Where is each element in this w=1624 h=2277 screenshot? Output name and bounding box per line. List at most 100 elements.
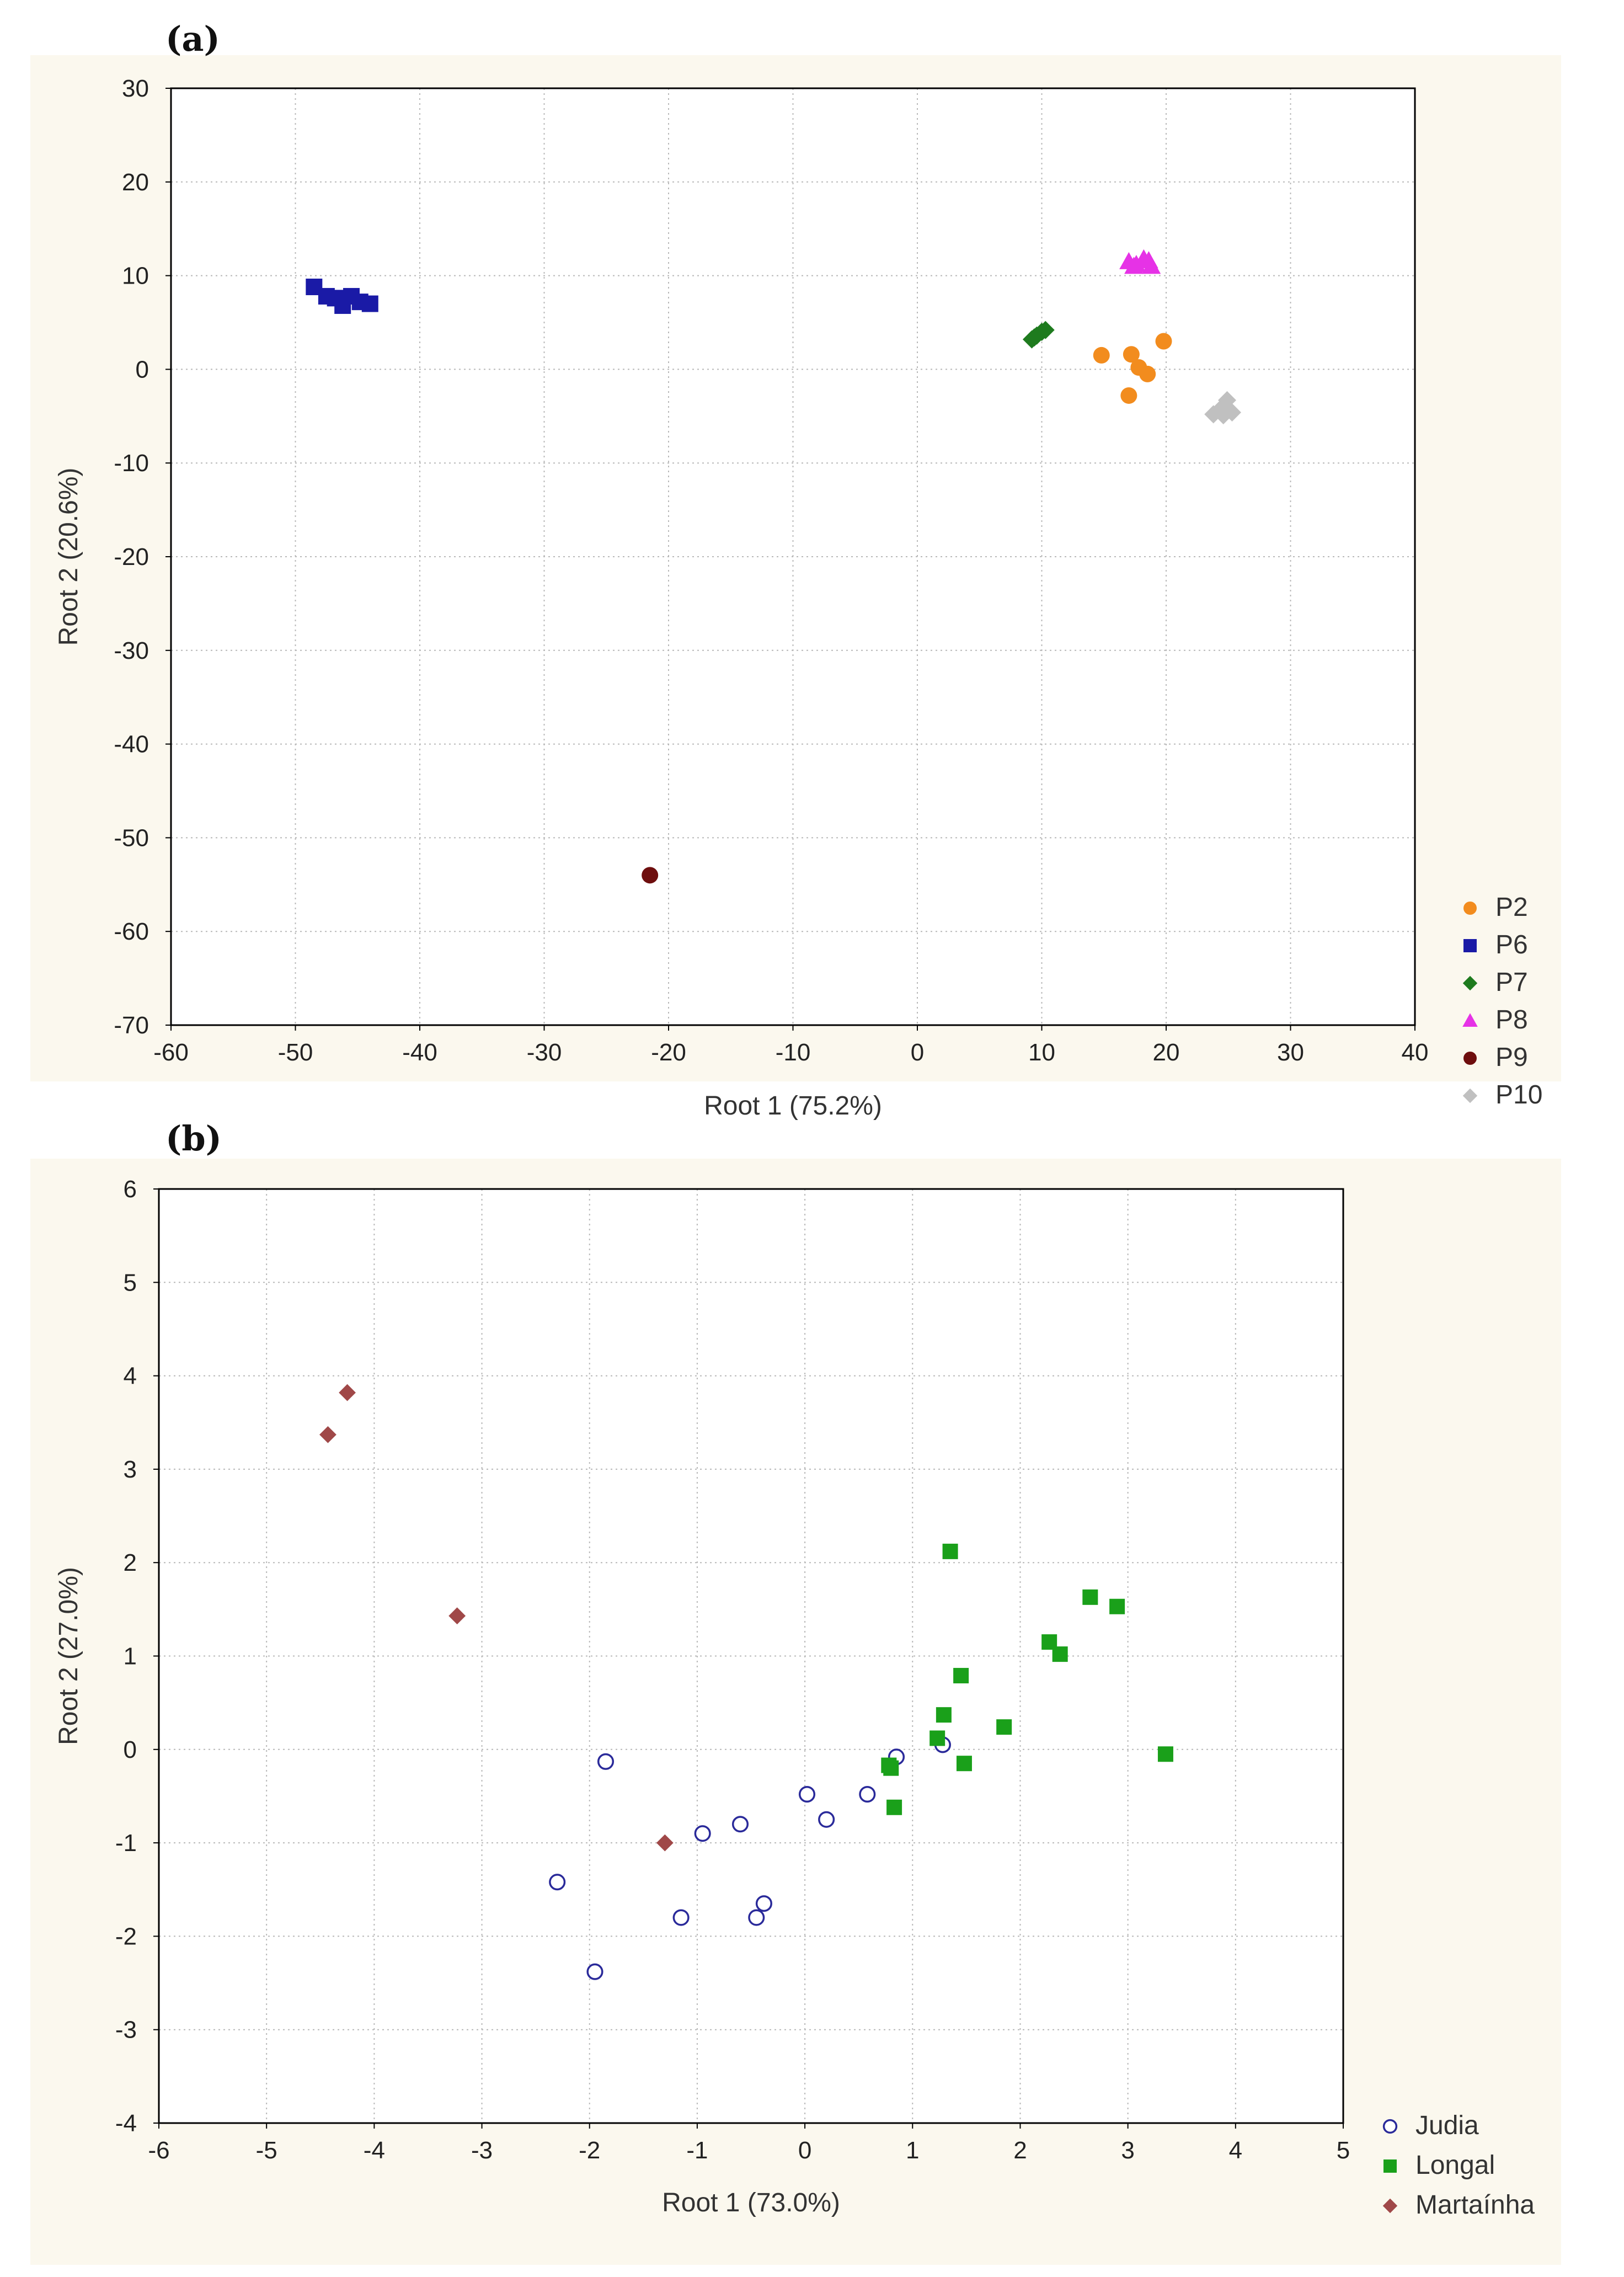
x-tick-label: 3 — [1121, 2137, 1134, 2164]
y-tick-label: 1 — [124, 1643, 137, 1670]
x-tick-label: 0 — [911, 1039, 924, 1066]
data-point — [953, 1668, 969, 1684]
legend-label: Longal — [1415, 2151, 1495, 2180]
y-tick-label: -60 — [114, 918, 149, 945]
data-point — [1036, 321, 1055, 339]
legend-marker — [1383, 2159, 1397, 2173]
data-point — [597, 1753, 615, 1770]
y-tick-label: -70 — [114, 1012, 149, 1039]
data-point — [1052, 1646, 1068, 1662]
x-tick-label: 0 — [798, 2137, 811, 2164]
x-tick-label: -10 — [776, 1039, 811, 1066]
legend-label: Martaínha — [1415, 2190, 1535, 2220]
y-tick-label: -20 — [114, 543, 149, 570]
data-point — [656, 1834, 674, 1852]
x-tick-label: -5 — [256, 2137, 277, 2164]
x-axis-label: Root 1 (73.0%) — [662, 2188, 840, 2217]
data-point — [886, 1799, 902, 1815]
x-tick-label: -60 — [153, 1039, 189, 1066]
x-tick-label: 2 — [1013, 2137, 1027, 2164]
data-point — [936, 1707, 952, 1723]
data-point — [1155, 333, 1172, 350]
data-point — [672, 1909, 690, 1926]
legend-marker — [1463, 1052, 1477, 1065]
y-tick-label: 6 — [124, 1176, 137, 1203]
data-point — [1124, 257, 1144, 274]
legend-label: P9 — [1495, 1043, 1528, 1072]
series-p2 — [1093, 333, 1172, 404]
legend-label: P8 — [1495, 1005, 1528, 1034]
data-point — [1214, 406, 1233, 425]
x-tick-label: -40 — [402, 1039, 437, 1066]
series-p9 — [642, 867, 659, 884]
data-point — [642, 867, 659, 884]
series-judia — [549, 1736, 951, 1980]
y-tick-label: -3 — [115, 2017, 137, 2044]
y-tick-label: -1 — [115, 1830, 137, 1857]
series-p8 — [1119, 249, 1161, 274]
y-axis-label: Root 2 (20.6%) — [54, 468, 83, 646]
legend-label: P10 — [1495, 1080, 1542, 1110]
data-point — [1120, 387, 1137, 404]
chart-panel-b: -6 -5 -4 -3 -2 -1 0 1 2 3 4 5 -4 -3 -2 -1 0 1 2 3 4 5 6 Root 1 … — [30, 1118, 1561, 2265]
legend-marker — [1382, 2119, 1398, 2134]
x-tick-label: 4 — [1229, 2137, 1242, 2164]
x-tick-label: 10 — [1028, 1039, 1055, 1066]
data-point — [755, 1895, 772, 1912]
data-point — [361, 295, 378, 312]
y-tick-label: -50 — [114, 824, 149, 851]
x-tick-label: -50 — [278, 1039, 313, 1066]
x-tick-label: 1 — [906, 2137, 919, 2164]
x-tick-label: 40 — [1402, 1039, 1429, 1066]
series-marta-nha — [319, 1384, 674, 1852]
data-point — [1157, 1746, 1173, 1762]
data-point — [586, 1963, 603, 1980]
data-point — [448, 1607, 466, 1625]
series-longal — [881, 1543, 1173, 1815]
series-p10 — [1204, 391, 1242, 425]
data-point — [1082, 1589, 1098, 1605]
y-tick-label: 20 — [122, 169, 149, 196]
data-point — [1025, 328, 1044, 347]
x-tick-label: -20 — [651, 1039, 686, 1066]
y-axis-label: Root 2 (27.0%) — [54, 1567, 83, 1745]
y-tick-label: 5 — [124, 1269, 137, 1296]
data-point — [883, 1760, 899, 1776]
legend-label: P6 — [1495, 930, 1528, 959]
x-tick-label: -4 — [364, 2137, 385, 2164]
data-point — [1123, 346, 1140, 363]
legend: P2 P6 P7 P8 P9 P10 — [1462, 893, 1542, 1110]
y-tick-label: -40 — [114, 731, 149, 758]
x-tick-label: -2 — [579, 2137, 600, 2164]
data-point — [818, 1811, 835, 1828]
x-tick-label: -1 — [686, 2137, 708, 2164]
y-tick-label: 0 — [124, 1736, 137, 1763]
series-p6 — [306, 278, 378, 314]
y-tick-label: -30 — [114, 637, 149, 664]
legend-label: Judia — [1415, 2111, 1479, 2140]
data-point — [942, 1543, 958, 1559]
data-point — [748, 1909, 765, 1926]
panel-label: (b) — [165, 1118, 222, 1159]
data-point — [798, 1786, 816, 1803]
legend-marker — [1462, 1088, 1478, 1103]
y-tick-label: -4 — [115, 2110, 137, 2137]
legend-marker — [1462, 1013, 1478, 1027]
data-point — [996, 1719, 1012, 1735]
data-point — [731, 1816, 749, 1833]
x-tick-label: -6 — [148, 2137, 169, 2164]
y-tick-label: -2 — [115, 1923, 137, 1950]
legend-label: P7 — [1495, 968, 1528, 997]
legend-marker — [1382, 2198, 1398, 2214]
legend: Judia Longal Martaínha — [1382, 2111, 1535, 2220]
legend-marker — [1463, 939, 1477, 952]
y-tick-label: 3 — [124, 1456, 137, 1483]
legend-marker — [1462, 975, 1478, 991]
legend-marker — [1463, 902, 1477, 915]
y-tick-label: 10 — [122, 263, 149, 290]
series-p7 — [1022, 321, 1055, 349]
x-tick-label: -3 — [471, 2137, 493, 2164]
data-point — [956, 1756, 972, 1772]
data-point — [1139, 251, 1158, 269]
data-point — [319, 1426, 336, 1443]
